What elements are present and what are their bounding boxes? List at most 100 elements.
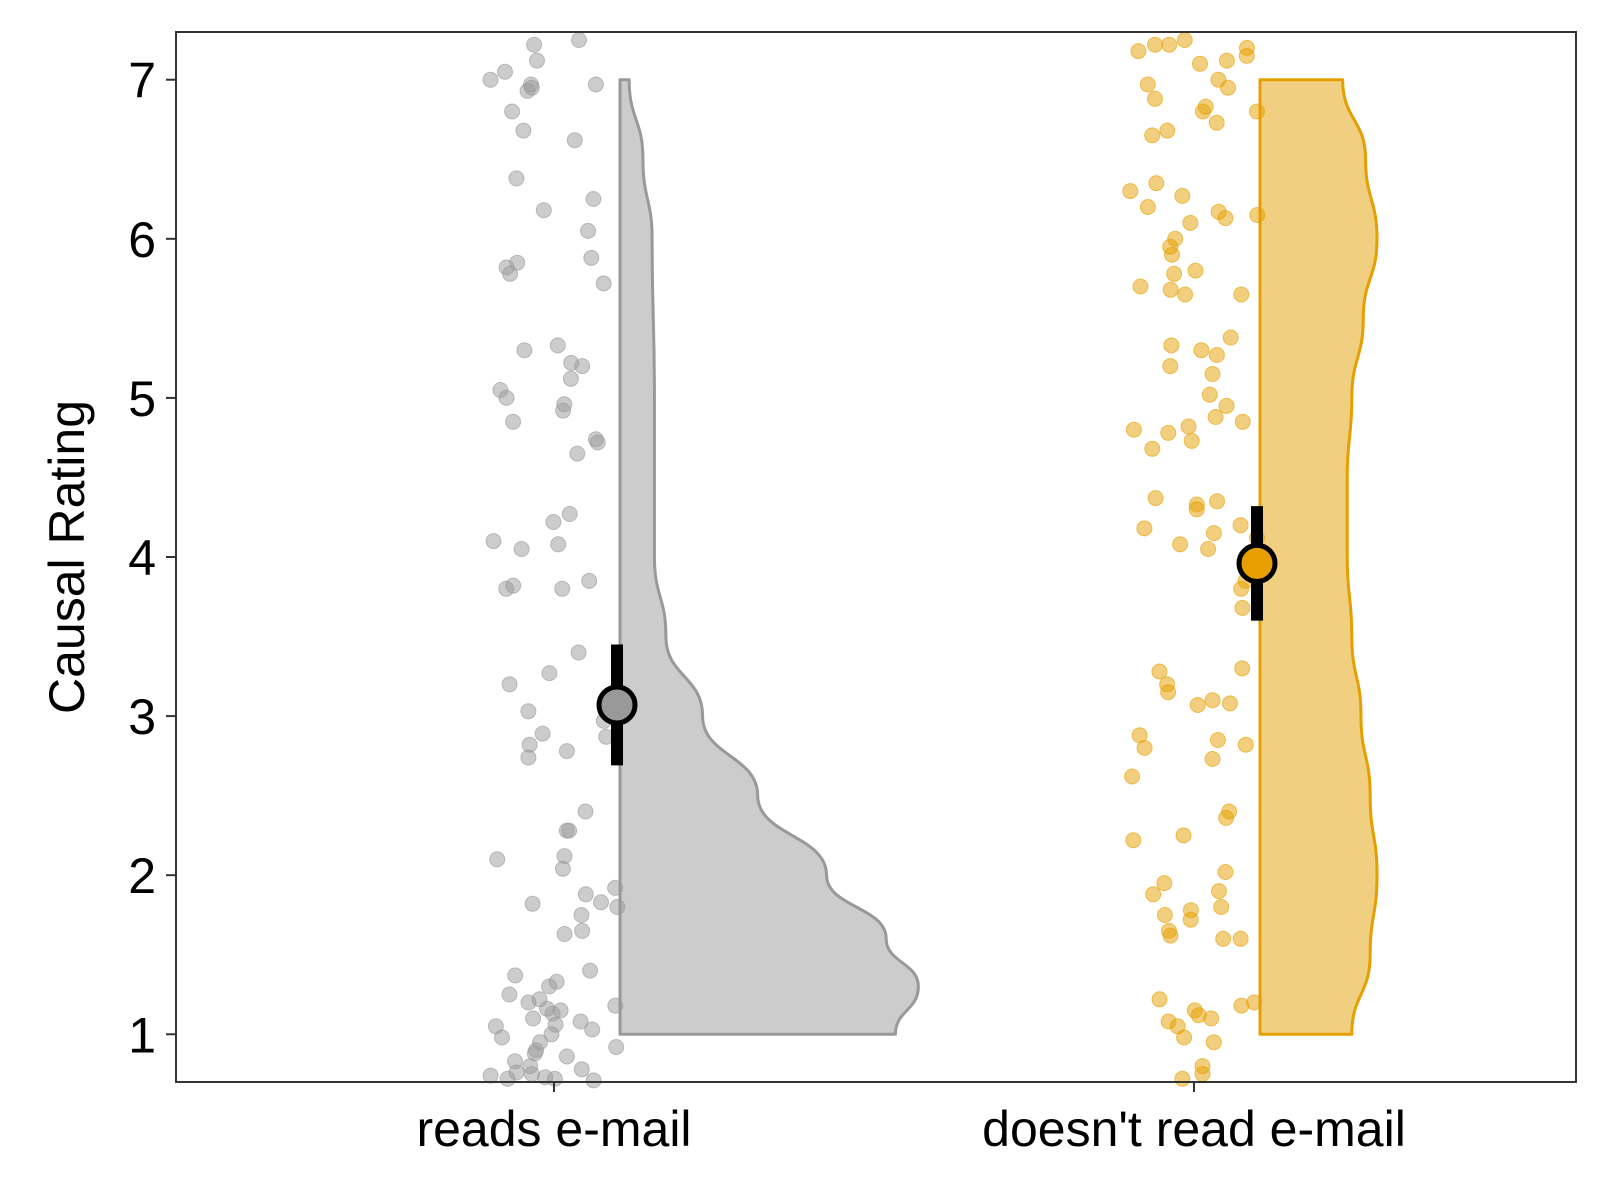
data-point <box>501 676 518 693</box>
data-point <box>1159 122 1176 139</box>
data-point <box>1248 103 1265 120</box>
data-point <box>1176 1029 1193 1046</box>
data-point <box>556 926 573 942</box>
x-tick-label: reads e-mail <box>416 1101 691 1157</box>
data-point <box>1172 536 1189 553</box>
data-point <box>499 1070 516 1087</box>
jittered-points <box>482 32 1266 1089</box>
data-point <box>587 76 604 93</box>
data-point <box>1177 286 1194 303</box>
data-point <box>558 1048 575 1065</box>
data-point <box>608 1039 625 1055</box>
data-point <box>1187 262 1204 279</box>
data-point <box>1234 413 1251 430</box>
data-point <box>1233 580 1250 597</box>
data-point <box>1234 599 1251 616</box>
data-point <box>1204 692 1221 709</box>
data-point <box>494 1029 510 1046</box>
data-point <box>529 52 545 69</box>
data-point <box>595 275 612 292</box>
data-point <box>485 533 502 550</box>
data-point <box>1237 736 1254 753</box>
data-point <box>1204 366 1221 382</box>
data-point <box>549 337 566 354</box>
data-point <box>519 82 536 99</box>
data-point <box>1151 991 1168 1008</box>
data-point <box>1176 32 1193 48</box>
data-point <box>1130 43 1147 60</box>
data-point <box>513 541 530 557</box>
data-point <box>1180 418 1197 435</box>
data-point <box>1188 501 1205 518</box>
data-point <box>1144 127 1161 144</box>
data-point <box>508 170 525 187</box>
data-point <box>515 122 532 139</box>
data-point <box>516 342 533 359</box>
data-point <box>545 514 562 530</box>
data-point <box>1136 520 1153 537</box>
data-point <box>504 103 521 120</box>
data-point <box>585 1072 602 1089</box>
data-point <box>582 962 599 979</box>
density-cloud-1 <box>618 78 920 1036</box>
data-point <box>577 803 594 820</box>
data-point <box>593 894 609 911</box>
data-point <box>566 132 583 149</box>
data-point <box>558 822 575 839</box>
data-point <box>1193 342 1210 359</box>
data-point <box>554 580 571 597</box>
data-point <box>1217 210 1234 227</box>
y-axis: 1 2 3 4 5 6 7 <box>128 53 176 1063</box>
x-axis: reads e-mail doesn't read e-mail <box>416 1082 1406 1157</box>
data-point <box>1182 214 1199 231</box>
data-point <box>505 577 522 594</box>
data-point <box>1194 103 1211 120</box>
data-point <box>498 389 515 406</box>
data-point <box>1162 281 1179 298</box>
data-point <box>1209 493 1226 510</box>
data-point <box>534 725 551 742</box>
data-point <box>1189 697 1206 713</box>
data-point <box>525 1010 542 1027</box>
data-point <box>535 202 552 219</box>
data-point <box>1148 175 1165 192</box>
data-point <box>1136 739 1153 756</box>
data-point <box>1175 827 1192 844</box>
data-point <box>1145 886 1162 903</box>
data-point <box>571 32 587 48</box>
x-tick-label: doesn't read e-mail <box>982 1101 1406 1157</box>
data-point <box>1132 278 1149 295</box>
data-point <box>1249 207 1266 223</box>
data-point <box>572 1013 589 1030</box>
mean-point-1 <box>596 684 638 726</box>
data-point <box>607 879 624 896</box>
data-point <box>1232 517 1249 534</box>
data-point <box>1209 732 1226 748</box>
data-point <box>609 899 626 915</box>
data-point <box>574 358 591 375</box>
y-tick-label: 7 <box>128 53 156 109</box>
data-point <box>1207 409 1224 425</box>
data-point <box>482 71 499 88</box>
data-point <box>541 665 558 682</box>
data-point <box>1160 684 1177 701</box>
data-point <box>570 644 587 661</box>
data-point <box>1205 1034 1222 1051</box>
data-point <box>1147 90 1163 107</box>
data-point <box>1204 751 1221 767</box>
data-point <box>1161 36 1178 53</box>
data-point <box>502 265 518 282</box>
data-point <box>1232 930 1249 947</box>
y-tick-label: 3 <box>128 689 156 745</box>
data-point <box>1234 660 1251 677</box>
data-point <box>482 1067 499 1084</box>
data-point <box>1156 875 1173 892</box>
data-point <box>581 572 598 589</box>
data-point <box>607 997 624 1014</box>
data-point <box>583 249 600 266</box>
data-point <box>1192 55 1208 72</box>
data-point <box>541 978 558 995</box>
data-point <box>1147 36 1163 53</box>
data-point <box>1222 695 1238 712</box>
data-point <box>1208 114 1225 131</box>
